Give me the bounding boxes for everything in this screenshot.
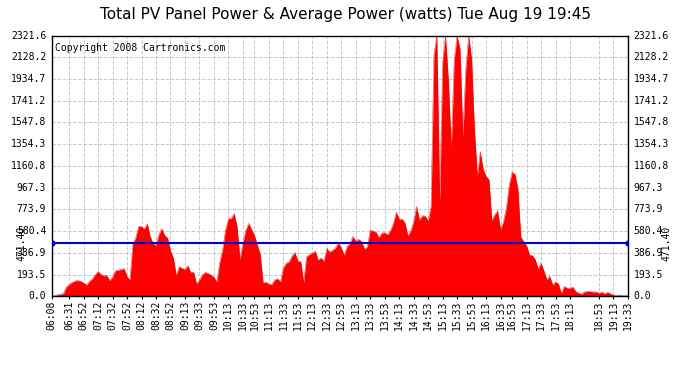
Text: 773.9: 773.9 [633, 204, 663, 214]
Text: 967.3: 967.3 [633, 183, 663, 193]
Text: 1547.8: 1547.8 [633, 117, 669, 128]
Text: 1741.2: 1741.2 [633, 96, 669, 106]
Text: Copyright 2008 Cartronics.com: Copyright 2008 Cartronics.com [55, 44, 225, 54]
Text: 580.4: 580.4 [17, 226, 46, 236]
Text: 1741.2: 1741.2 [11, 96, 46, 106]
Text: 2321.6: 2321.6 [633, 31, 669, 40]
Text: 1934.7: 1934.7 [633, 74, 669, 84]
Text: 1160.8: 1160.8 [11, 161, 46, 171]
Text: 773.9: 773.9 [17, 204, 46, 214]
Text: Total PV Panel Power & Average Power (watts) Tue Aug 19 19:45: Total PV Panel Power & Average Power (wa… [99, 8, 591, 22]
Text: 471.40: 471.40 [662, 226, 672, 261]
Text: 1354.3: 1354.3 [11, 139, 46, 149]
Text: 386.9: 386.9 [633, 248, 663, 258]
Text: 2128.2: 2128.2 [633, 53, 669, 62]
Text: 2321.6: 2321.6 [11, 31, 46, 40]
Text: 0.0: 0.0 [633, 291, 651, 301]
Text: 193.5: 193.5 [17, 270, 46, 279]
Text: 580.4: 580.4 [633, 226, 663, 236]
Text: 1547.8: 1547.8 [11, 117, 46, 128]
Text: 1354.3: 1354.3 [633, 139, 669, 149]
Text: 386.9: 386.9 [17, 248, 46, 258]
Text: 1934.7: 1934.7 [11, 74, 46, 84]
Text: 967.3: 967.3 [17, 183, 46, 193]
Text: 1160.8: 1160.8 [633, 161, 669, 171]
Text: 471.40: 471.40 [16, 226, 26, 261]
Text: 2128.2: 2128.2 [11, 53, 46, 62]
Text: 193.5: 193.5 [633, 270, 663, 279]
Text: 0.0: 0.0 [28, 291, 46, 301]
